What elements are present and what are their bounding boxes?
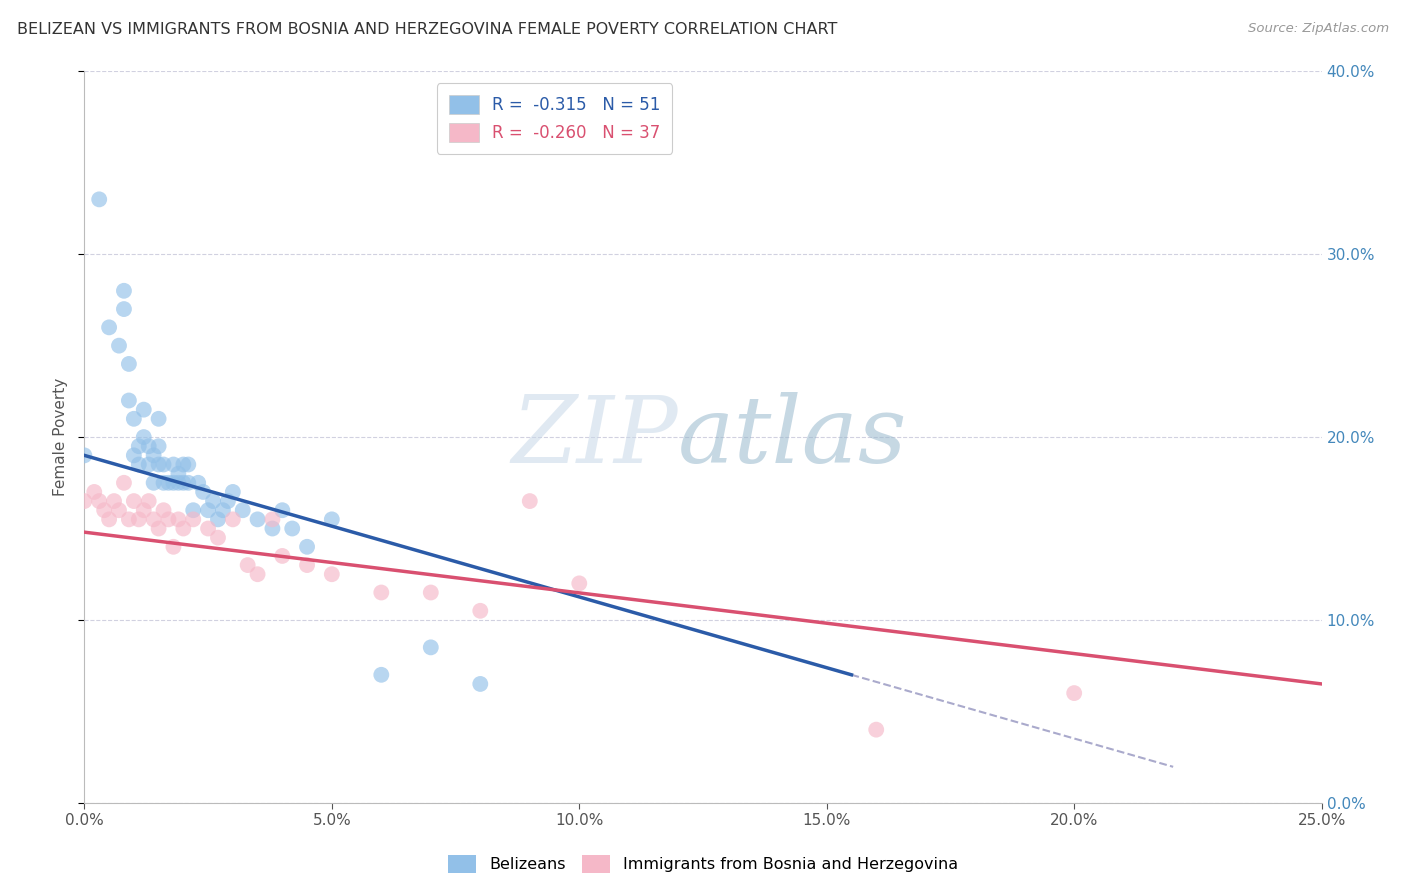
Point bbox=[295, 558, 318, 573]
Y-axis label: Female Poverty: Female Poverty bbox=[52, 378, 67, 496]
Point bbox=[122, 494, 145, 508]
Point bbox=[177, 475, 200, 490]
Text: BELIZEAN VS IMMIGRANTS FROM BOSNIA AND HERZEGOVINA FEMALE POVERTY CORRELATION CH: BELIZEAN VS IMMIGRANTS FROM BOSNIA AND H… bbox=[17, 22, 837, 37]
Point bbox=[217, 494, 239, 508]
Point bbox=[138, 458, 160, 472]
Point bbox=[262, 521, 284, 535]
Point bbox=[172, 521, 194, 535]
Point bbox=[470, 604, 492, 618]
Point bbox=[142, 475, 165, 490]
Point bbox=[172, 458, 194, 472]
Point bbox=[73, 494, 96, 508]
Point bbox=[112, 475, 135, 490]
Point bbox=[191, 485, 214, 500]
Point bbox=[370, 667, 392, 681]
Point bbox=[222, 485, 245, 500]
Point bbox=[470, 677, 492, 691]
Point bbox=[167, 467, 190, 481]
Point bbox=[207, 531, 229, 545]
Point bbox=[419, 585, 441, 599]
Point bbox=[246, 512, 269, 526]
Point bbox=[98, 320, 121, 334]
Point bbox=[93, 503, 115, 517]
Point bbox=[167, 475, 190, 490]
Point bbox=[138, 439, 160, 453]
Point bbox=[207, 512, 229, 526]
Point bbox=[167, 512, 190, 526]
Point bbox=[181, 503, 204, 517]
Point bbox=[152, 475, 174, 490]
Point bbox=[271, 503, 294, 517]
Point bbox=[112, 284, 135, 298]
Point bbox=[197, 521, 219, 535]
Point bbox=[98, 512, 121, 526]
Point bbox=[246, 567, 269, 582]
Point bbox=[321, 567, 343, 582]
Point bbox=[370, 585, 392, 599]
Point bbox=[122, 448, 145, 462]
Point bbox=[236, 558, 259, 573]
Point bbox=[73, 448, 96, 462]
Point bbox=[321, 512, 343, 526]
Point bbox=[122, 412, 145, 426]
Text: ZIP: ZIP bbox=[512, 392, 678, 482]
Point bbox=[132, 402, 155, 417]
Point bbox=[281, 521, 304, 535]
Point bbox=[262, 512, 284, 526]
Point bbox=[118, 512, 141, 526]
Point bbox=[222, 512, 245, 526]
Point bbox=[89, 494, 111, 508]
Text: atlas: atlas bbox=[678, 392, 908, 482]
Point bbox=[162, 540, 184, 554]
Point bbox=[271, 549, 294, 563]
Legend: R =  -0.315   N = 51, R =  -0.260   N = 37: R = -0.315 N = 51, R = -0.260 N = 37 bbox=[437, 83, 672, 153]
Point bbox=[865, 723, 887, 737]
Legend: Belizeans, Immigrants from Bosnia and Herzegovina: Belizeans, Immigrants from Bosnia and He… bbox=[441, 848, 965, 880]
Point bbox=[232, 503, 254, 517]
Point bbox=[181, 512, 204, 526]
Point bbox=[118, 393, 141, 408]
Point bbox=[118, 357, 141, 371]
Point bbox=[142, 448, 165, 462]
Point bbox=[568, 576, 591, 591]
Point bbox=[108, 503, 131, 517]
Point bbox=[103, 494, 125, 508]
Point bbox=[128, 458, 150, 472]
Point bbox=[152, 458, 174, 472]
Point bbox=[187, 475, 209, 490]
Point bbox=[128, 512, 150, 526]
Point bbox=[177, 458, 200, 472]
Point bbox=[157, 512, 180, 526]
Point bbox=[83, 485, 105, 500]
Point bbox=[162, 475, 184, 490]
Point bbox=[108, 338, 131, 352]
Point bbox=[152, 503, 174, 517]
Point bbox=[112, 301, 135, 317]
Point bbox=[202, 494, 225, 508]
Point bbox=[142, 512, 165, 526]
Text: Source: ZipAtlas.com: Source: ZipAtlas.com bbox=[1249, 22, 1389, 36]
Point bbox=[132, 503, 155, 517]
Point bbox=[148, 439, 170, 453]
Point bbox=[197, 503, 219, 517]
Point bbox=[172, 475, 194, 490]
Point bbox=[148, 458, 170, 472]
Point bbox=[148, 521, 170, 535]
Point bbox=[419, 640, 441, 655]
Point bbox=[132, 430, 155, 444]
Point bbox=[212, 503, 235, 517]
Point bbox=[1063, 686, 1085, 700]
Point bbox=[157, 475, 180, 490]
Point bbox=[148, 412, 170, 426]
Point bbox=[519, 494, 541, 508]
Point bbox=[89, 192, 111, 206]
Point bbox=[138, 494, 160, 508]
Point bbox=[128, 439, 150, 453]
Point bbox=[295, 540, 318, 554]
Point bbox=[162, 458, 184, 472]
